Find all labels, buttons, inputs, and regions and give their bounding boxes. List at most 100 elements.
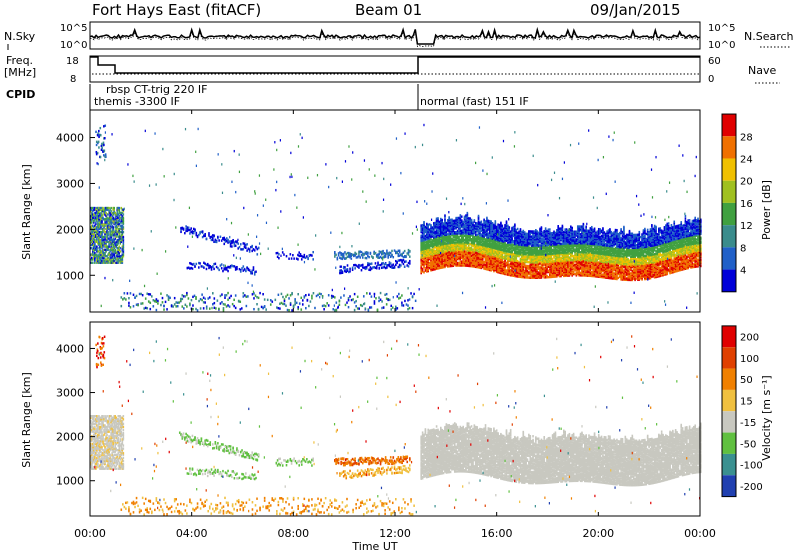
scatter-cell — [481, 254, 484, 257]
scatter-cell — [424, 261, 427, 265]
scatter-cell — [483, 266, 485, 269]
scatter-cell — [484, 243, 487, 246]
scatter-cell — [525, 276, 527, 279]
scatter-cell — [466, 256, 469, 260]
scatter-cell — [432, 236, 435, 239]
scatter-cell — [533, 270, 536, 273]
scatter-cell — [567, 238, 569, 241]
scatter-cell — [553, 262, 555, 266]
scatter-cell — [494, 263, 497, 267]
scatter-cell — [493, 233, 495, 237]
scatter-cell — [476, 229, 478, 233]
scatter-cell — [528, 234, 530, 237]
scatter-cell — [504, 223, 506, 227]
scatter-cell — [438, 259, 441, 262]
scatter-cell — [519, 238, 522, 241]
scatter-cell — [452, 229, 455, 233]
scatter-cell — [539, 257, 541, 260]
scatter-cell — [446, 237, 449, 240]
scatter-cell — [539, 244, 541, 247]
scatter-cell — [546, 233, 548, 237]
scatter-cell — [494, 238, 497, 241]
scatter-cell — [529, 243, 532, 246]
scatter-cell — [497, 226, 499, 229]
scatter-cell — [458, 232, 460, 235]
scatter-cell — [516, 239, 519, 242]
scatter-cell — [530, 250, 533, 254]
scatter-cell — [502, 267, 505, 270]
scatter-cell — [448, 262, 450, 265]
scatter-cell — [532, 261, 534, 264]
scatter-cell — [537, 262, 540, 265]
scatter-cell — [431, 257, 434, 260]
scatter-cell — [480, 265, 483, 268]
scatter-cell — [451, 264, 453, 268]
scatter-cell — [451, 246, 453, 250]
scatter-cell — [476, 228, 478, 232]
scatter-cell — [446, 238, 449, 241]
scatter-cell — [493, 250, 495, 254]
scatter-cell — [547, 275, 550, 279]
scatter-cell — [431, 226, 434, 229]
scatter-cell — [470, 225, 473, 228]
scatter-cell — [530, 264, 533, 268]
scatter-cell — [459, 218, 462, 221]
scatter-cell — [501, 272, 504, 275]
scatter-cell — [504, 239, 506, 242]
scatter-cell — [539, 245, 541, 249]
scatter-cell — [571, 229, 573, 232]
scatter-cell — [483, 221, 485, 224]
scatter-cell — [467, 250, 470, 253]
scatter-cell — [460, 263, 463, 266]
scatter-cell — [438, 248, 441, 252]
scatter-cell — [597, 247, 600, 250]
scatter-cell — [466, 251, 469, 255]
scatter-cell — [446, 262, 449, 266]
scatter-cell — [431, 264, 434, 268]
scatter-cell — [543, 231, 546, 234]
scatter-cell — [466, 238, 469, 242]
scatter-cell — [518, 245, 520, 249]
scatter-cell — [549, 274, 551, 277]
scatter-cell — [518, 262, 520, 266]
scatter-cell — [512, 229, 515, 233]
scatter-cell — [535, 234, 537, 237]
scatter-cell — [515, 254, 518, 257]
scatter-cell — [508, 226, 511, 229]
scatter-cell — [554, 231, 557, 235]
scatter-cell — [463, 257, 466, 261]
scatter-cell — [526, 260, 529, 264]
scatter-cell — [483, 222, 485, 225]
scatter-cell — [453, 232, 456, 235]
scatter-cell — [543, 255, 546, 259]
scatter-cell — [505, 269, 508, 272]
scatter-cell — [550, 235, 553, 239]
scatter-cell — [556, 243, 558, 246]
scatter-cell — [474, 252, 477, 256]
scatter-cell — [473, 253, 476, 257]
scatter-cell — [426, 229, 428, 232]
scatter-cell — [507, 242, 509, 246]
scatter-cell — [535, 241, 537, 245]
scatter-cell — [532, 270, 534, 273]
scatter-cell — [539, 235, 541, 238]
scatter-cell — [424, 236, 427, 239]
scatter-cell — [481, 260, 484, 264]
scatter-cell — [518, 240, 520, 244]
scatter-cell — [483, 224, 485, 228]
scatter-cell — [441, 250, 443, 254]
scatter-cell — [486, 223, 488, 226]
scatter-cell — [533, 230, 536, 233]
scatter-cell — [535, 261, 537, 264]
scatter-cell — [537, 267, 540, 270]
scatter-cell — [539, 258, 541, 261]
scatter-cell — [523, 231, 526, 234]
scatter-cell — [523, 236, 526, 239]
scatter-cell — [497, 258, 499, 261]
scatter-cell — [458, 227, 460, 230]
scatter-cell — [528, 254, 530, 257]
scatter-cell — [481, 236, 484, 239]
scatter-cell — [487, 232, 490, 235]
scatter-cell — [543, 268, 546, 271]
scatter-cell — [483, 251, 485, 255]
